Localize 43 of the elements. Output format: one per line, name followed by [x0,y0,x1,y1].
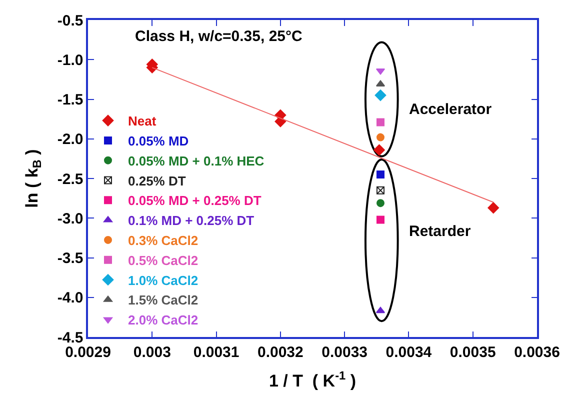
legend-label: 0.5% CaCl2 [128,252,198,268]
x-tick-label: 0.0029 [65,344,111,361]
legend-label: 1.0% CaCl2 [128,272,198,288]
y-tick-label: -4.0 [57,290,84,307]
legend-label: 0.05% MD + 0.25% DT [128,193,262,208]
x-tick-label: 0.0034 [386,344,432,361]
x-tick-label: 0.0033 [322,344,368,361]
point [376,170,384,179]
y-tick-label: -4.5 [57,329,84,346]
point [376,68,386,75]
x-axis-title: 1 / T ( K$^{-1}$ ) [268,368,356,391]
legend-label: 0.3% CaCl2 [128,233,198,248]
point [376,306,386,314]
legend-label: Neat [128,114,157,129]
point [488,202,500,214]
point [374,90,386,101]
legend-label: 2.0% CaCl2 [128,312,198,328]
y-tick-label: -2.5 [57,170,84,188]
y-tick-label: -0.5 [57,12,84,30]
y-tick-label: -3.5 [57,250,84,267]
text: Class H, w/c=0.35, 25°C [135,28,303,45]
x-tick-label: 0.003 [133,344,171,361]
annotation: Accelerator [409,101,492,118]
legend-label: 0.1% MD + 0.25% DT [128,213,254,228]
y-tick-label: -1.5 [57,92,84,108]
x-tick-label: 0.0031 [193,344,240,361]
y-tick-label: -3.0 [57,210,84,228]
point [376,133,384,142]
x-tick-label: 0.0032 [257,344,304,361]
point [376,186,384,194]
y-tick-label: -2.0 [57,131,84,148]
annotation: Retarder [409,223,471,240]
point [376,118,384,126]
y-tick-label: -1.0 [57,52,84,69]
point [376,199,384,208]
legend-label: 0.05% MD + 0.1% HEC [128,153,265,168]
x-tick-label: 0.0035 [450,344,496,361]
legend-label: 0.05% MD [128,134,189,149]
point [376,216,384,224]
x-tick-label: 0.0036 [514,344,560,361]
legend-label: 0.25% DT [128,173,186,188]
point [374,144,385,156]
legend-label: 1.5% CaCl2 [128,292,198,308]
